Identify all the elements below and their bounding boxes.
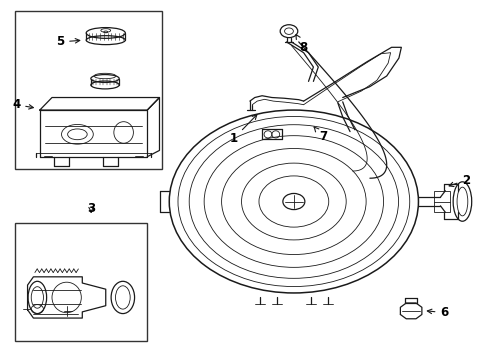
Text: 6: 6 — [427, 306, 449, 319]
Text: 5: 5 — [56, 35, 80, 49]
Text: 4: 4 — [12, 98, 33, 111]
Bar — [15, 12, 162, 169]
Text: 7: 7 — [314, 127, 327, 144]
Text: 2: 2 — [449, 174, 470, 186]
Text: 8: 8 — [296, 35, 308, 54]
Bar — [434, 192, 450, 212]
Text: 1: 1 — [229, 115, 257, 145]
Text: 3: 3 — [87, 202, 95, 215]
Bar — [15, 223, 147, 341]
